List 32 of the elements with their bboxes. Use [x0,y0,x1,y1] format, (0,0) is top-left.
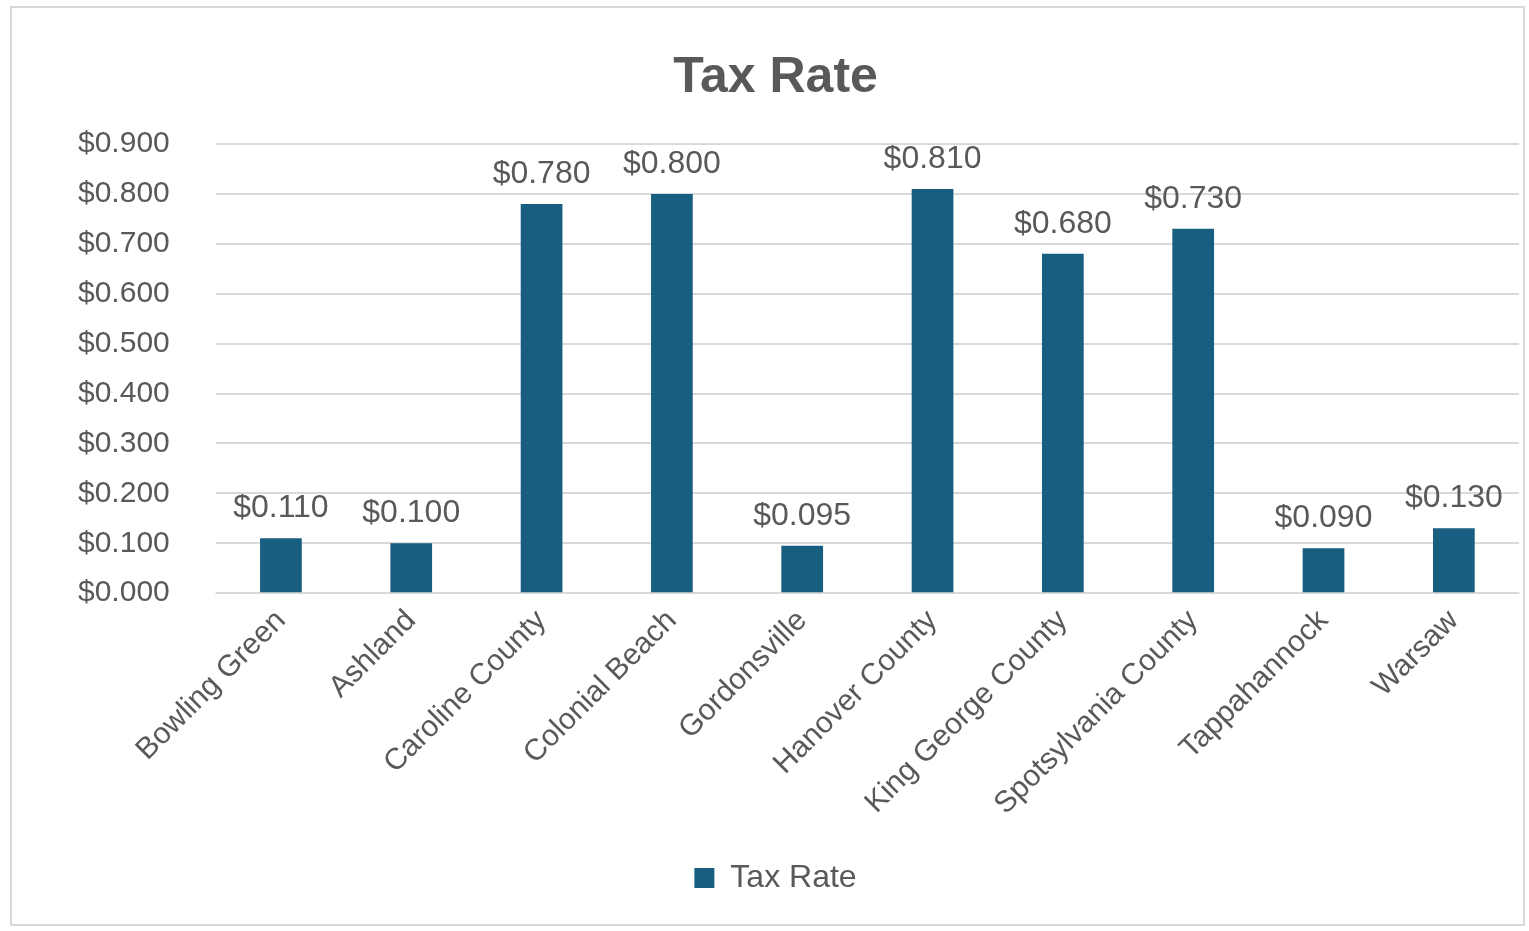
y-tick-label: $0.200 [77,474,170,508]
data-label: $0.810 [883,138,982,175]
data-label: $0.130 [1404,478,1503,515]
y-tick-label: $0.100 [77,524,170,558]
bar [1042,253,1084,593]
bar [911,188,954,593]
bar [1302,548,1345,593]
data-label: $0.100 [362,493,461,530]
y-tick-label: $0.000 [77,574,170,608]
data-label: $0.095 [753,495,852,532]
bar [781,545,824,593]
data-label: $0.110 [233,488,329,525]
y-tick-label: $0.900 [77,125,170,159]
bar [1172,228,1215,593]
y-tick-label: $0.300 [77,424,170,458]
y-tick-label: $0.500 [77,324,170,358]
bar [260,538,302,593]
y-tick-label: $0.400 [77,374,170,408]
bar [390,543,433,593]
bar [651,193,693,593]
y-tick-label: $0.800 [77,175,170,209]
data-label: $0.090 [1274,498,1373,535]
chart-title: Tax Rate [673,46,878,103]
data-label: $0.730 [1144,178,1243,215]
y-tick-label: $0.600 [77,274,170,308]
data-label: $0.780 [492,153,591,190]
legend-label: Tax Rate [730,857,857,894]
data-label: $0.680 [1013,203,1112,240]
bar [1432,528,1475,593]
y-tick-label: $0.700 [77,225,170,259]
bar [520,203,563,593]
data-label: $0.800 [622,143,721,180]
